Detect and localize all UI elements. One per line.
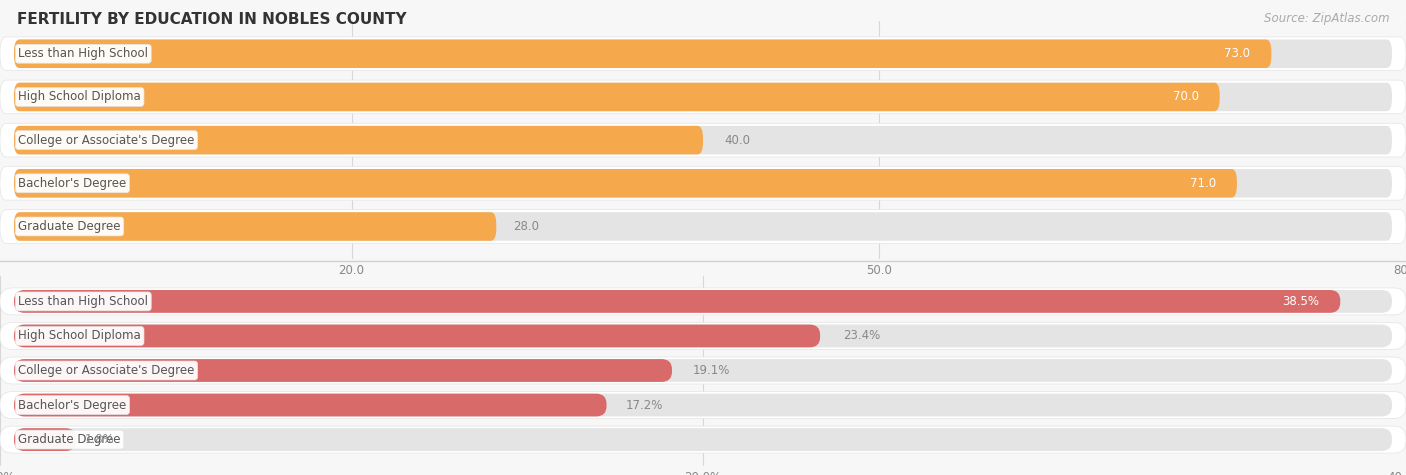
FancyBboxPatch shape: [0, 391, 1406, 418]
FancyBboxPatch shape: [14, 169, 1392, 198]
Text: 23.4%: 23.4%: [844, 330, 880, 342]
Text: Graduate Degree: Graduate Degree: [18, 220, 121, 233]
FancyBboxPatch shape: [14, 324, 1392, 347]
FancyBboxPatch shape: [14, 126, 703, 154]
FancyBboxPatch shape: [0, 80, 1406, 114]
Text: 38.5%: 38.5%: [1282, 295, 1319, 308]
Text: Less than High School: Less than High School: [18, 295, 148, 308]
FancyBboxPatch shape: [14, 212, 1392, 241]
FancyBboxPatch shape: [14, 83, 1219, 111]
Text: Bachelor's Degree: Bachelor's Degree: [18, 399, 127, 411]
Text: Graduate Degree: Graduate Degree: [18, 433, 121, 446]
FancyBboxPatch shape: [14, 290, 1392, 313]
FancyBboxPatch shape: [14, 394, 1392, 417]
Text: 40.0: 40.0: [724, 133, 749, 147]
Text: College or Associate's Degree: College or Associate's Degree: [18, 364, 194, 377]
Text: FERTILITY BY EDUCATION IN NOBLES COUNTY: FERTILITY BY EDUCATION IN NOBLES COUNTY: [17, 12, 406, 27]
Text: 71.0: 71.0: [1189, 177, 1216, 190]
FancyBboxPatch shape: [14, 394, 606, 417]
FancyBboxPatch shape: [14, 39, 1271, 68]
FancyBboxPatch shape: [14, 39, 1392, 68]
FancyBboxPatch shape: [0, 426, 1406, 453]
FancyBboxPatch shape: [0, 323, 1406, 350]
Text: High School Diploma: High School Diploma: [18, 330, 141, 342]
FancyBboxPatch shape: [0, 124, 1406, 157]
FancyBboxPatch shape: [0, 166, 1406, 200]
Text: Source: ZipAtlas.com: Source: ZipAtlas.com: [1264, 12, 1389, 25]
FancyBboxPatch shape: [0, 209, 1406, 243]
Text: High School Diploma: High School Diploma: [18, 90, 141, 104]
Text: College or Associate's Degree: College or Associate's Degree: [18, 133, 194, 147]
Text: 19.1%: 19.1%: [693, 364, 730, 377]
FancyBboxPatch shape: [14, 126, 1392, 154]
FancyBboxPatch shape: [0, 357, 1406, 384]
FancyBboxPatch shape: [14, 290, 1340, 313]
FancyBboxPatch shape: [14, 324, 820, 347]
FancyBboxPatch shape: [14, 169, 1237, 198]
Text: Less than High School: Less than High School: [18, 47, 148, 60]
FancyBboxPatch shape: [14, 428, 76, 451]
Text: 1.8%: 1.8%: [84, 433, 114, 446]
Text: 73.0: 73.0: [1225, 47, 1250, 60]
FancyBboxPatch shape: [0, 288, 1406, 315]
FancyBboxPatch shape: [14, 83, 1392, 111]
Text: 28.0: 28.0: [513, 220, 538, 233]
FancyBboxPatch shape: [0, 37, 1406, 71]
Text: 17.2%: 17.2%: [626, 399, 664, 411]
Text: Bachelor's Degree: Bachelor's Degree: [18, 177, 127, 190]
FancyBboxPatch shape: [14, 359, 672, 382]
FancyBboxPatch shape: [14, 212, 496, 241]
Text: 70.0: 70.0: [1173, 90, 1198, 104]
FancyBboxPatch shape: [14, 428, 1392, 451]
FancyBboxPatch shape: [14, 359, 1392, 382]
